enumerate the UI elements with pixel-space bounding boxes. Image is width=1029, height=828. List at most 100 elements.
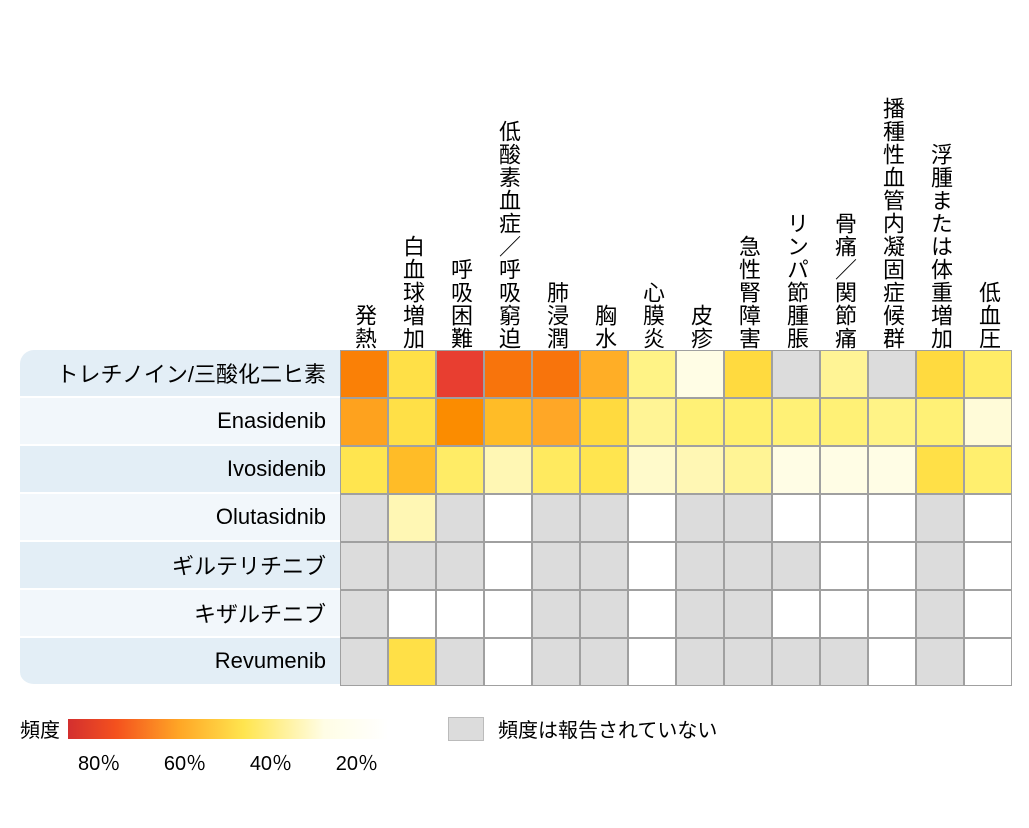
column-header: 浮腫または体重増加 <box>916 20 964 356</box>
heatmap-cell <box>868 542 916 590</box>
heatmap-cell <box>820 590 868 638</box>
heatmap-cell <box>532 494 580 542</box>
heatmap-cell <box>340 638 388 686</box>
legend-na: 頻度は報告されていない <box>448 714 717 743</box>
heatmap-cell <box>820 638 868 686</box>
row-header: トレチノイン/三酸化二ヒ素 <box>20 350 340 398</box>
heatmap-cell <box>916 638 964 686</box>
column-header: リンパ節腫脹 <box>772 20 820 356</box>
heatmap-cell <box>772 590 820 638</box>
heatmap-cell <box>580 446 628 494</box>
heatmap-cell <box>580 494 628 542</box>
heatmap-cell <box>916 350 964 398</box>
heatmap-cell <box>580 542 628 590</box>
heatmap-cell <box>772 398 820 446</box>
heatmap-cell <box>820 398 868 446</box>
heatmap-cell <box>388 350 436 398</box>
column-header: 胸水 <box>580 20 628 356</box>
heatmap-cell <box>724 590 772 638</box>
heatmap-cell <box>676 398 724 446</box>
heatmap-cell <box>964 542 1012 590</box>
heatmap-cell <box>724 542 772 590</box>
heatmap-cell <box>868 446 916 494</box>
heatmap-cell <box>724 398 772 446</box>
heatmap-cell <box>388 638 436 686</box>
heatmap-grid: 発熱白血球増加呼吸困難低酸素血症／呼吸窮迫肺浸潤胸水心膜炎皮疹急性腎障害リンパ節… <box>20 20 1009 686</box>
heatmap-cell <box>820 494 868 542</box>
column-header: 呼吸困難 <box>436 20 484 356</box>
heatmap-cell <box>484 590 532 638</box>
heatmap-cell <box>484 398 532 446</box>
row-header: Revumenib <box>20 638 340 686</box>
heatmap-cell <box>388 542 436 590</box>
heatmap-cell <box>676 542 724 590</box>
heatmap-cell <box>436 542 484 590</box>
legend-gradient-bar <box>68 719 388 739</box>
heatmap-cell <box>964 638 1012 686</box>
heatmap-cell <box>916 494 964 542</box>
heatmap-cell <box>964 494 1012 542</box>
heatmap-cell <box>628 590 676 638</box>
heatmap-cell <box>532 446 580 494</box>
legend-tick: 40％ <box>250 747 292 776</box>
heatmap-cell <box>580 350 628 398</box>
row-header: Ivosidenib <box>20 446 340 494</box>
row-header: ギルテリチニブ <box>20 542 340 590</box>
row-header: キザルチニブ <box>20 590 340 638</box>
heatmap-cell <box>580 638 628 686</box>
heatmap-chart: 発熱白血球増加呼吸困難低酸素血症／呼吸窮迫肺浸潤胸水心膜炎皮疹急性腎障害リンパ節… <box>20 20 1009 776</box>
heatmap-cell <box>484 350 532 398</box>
heatmap-cell <box>436 590 484 638</box>
heatmap-cell <box>436 638 484 686</box>
heatmap-cell <box>388 398 436 446</box>
heatmap-cell <box>724 494 772 542</box>
heatmap-cell <box>436 398 484 446</box>
heatmap-cell <box>532 590 580 638</box>
heatmap-cell <box>772 542 820 590</box>
heatmap-cell <box>724 446 772 494</box>
heatmap-cell <box>484 494 532 542</box>
heatmap-cell <box>772 350 820 398</box>
heatmap-cell <box>484 446 532 494</box>
heatmap-cell <box>868 350 916 398</box>
heatmap-cell <box>820 446 868 494</box>
heatmap-cell <box>676 590 724 638</box>
row-header: Olutasidnib <box>20 494 340 542</box>
legend-label: 頻度 <box>20 714 60 743</box>
legend-tick: 80％ <box>78 747 120 776</box>
legend-ticks: 80％ 60％ 40％ 20％ <box>68 747 388 776</box>
column-header: 低血圧 <box>964 20 1012 356</box>
column-header: 発熱 <box>340 20 388 356</box>
legend-tick: 60％ <box>164 747 206 776</box>
heatmap-cell <box>436 494 484 542</box>
heatmap-cell <box>820 350 868 398</box>
legend-na-label: 頻度は報告されていない <box>498 714 717 743</box>
heatmap-cell <box>340 350 388 398</box>
grid-corner <box>20 20 340 350</box>
column-header: 肺浸潤 <box>532 20 580 356</box>
heatmap-cell <box>772 446 820 494</box>
column-header: 心膜炎 <box>628 20 676 356</box>
legend-tick: 20％ <box>336 747 378 776</box>
heatmap-cell <box>628 494 676 542</box>
heatmap-cell <box>628 446 676 494</box>
heatmap-cell <box>916 590 964 638</box>
heatmap-cell <box>964 590 1012 638</box>
heatmap-cell <box>628 638 676 686</box>
heatmap-cell <box>676 494 724 542</box>
heatmap-cell <box>916 398 964 446</box>
heatmap-cell <box>388 590 436 638</box>
heatmap-cell <box>868 398 916 446</box>
heatmap-cell <box>964 350 1012 398</box>
heatmap-cell <box>772 494 820 542</box>
heatmap-cell <box>580 590 628 638</box>
row-header: Enasidenib <box>20 398 340 446</box>
heatmap-cell <box>916 542 964 590</box>
heatmap-cell <box>340 542 388 590</box>
heatmap-cell <box>628 350 676 398</box>
heatmap-cell <box>724 350 772 398</box>
heatmap-cell <box>532 350 580 398</box>
column-header: 白血球増加 <box>388 20 436 356</box>
heatmap-cell <box>868 590 916 638</box>
heatmap-cell <box>388 494 436 542</box>
